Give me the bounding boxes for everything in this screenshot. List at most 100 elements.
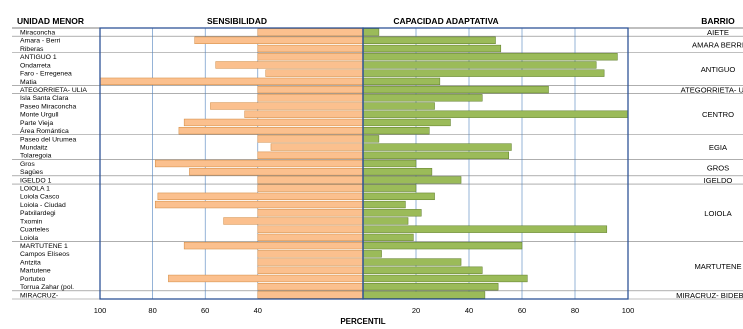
unit-label: Parte Vieja <box>20 120 53 127</box>
unit-label: Loiola - Ciudad <box>20 202 66 209</box>
unit-label: IGELDO 1 <box>20 177 52 184</box>
bar-capacidad <box>362 233 414 242</box>
bar-capacidad <box>362 94 483 102</box>
unit-label: MIRACRUZ- <box>20 292 58 299</box>
unit-label: Mundaitz <box>20 144 48 151</box>
x-axis-label: PERCENTIL <box>340 317 385 326</box>
bar-sensibilidad <box>257 135 364 143</box>
bar-sensibilidad <box>257 258 364 266</box>
unit-label: Matia <box>20 79 37 86</box>
bar-capacidad <box>362 102 435 110</box>
bar-capacidad <box>362 143 512 151</box>
unit-label: Monte Urgull <box>20 112 59 119</box>
unit-label: Campos Elíseos <box>20 251 70 258</box>
panel-capacidad <box>362 27 629 300</box>
bar-sensibilidad <box>257 94 364 102</box>
bar-capacidad <box>362 77 441 86</box>
bar-sensibilidad <box>257 44 364 53</box>
unit-label: Paseo Miraconcha <box>20 103 77 110</box>
bar-sensibilidad <box>257 209 364 217</box>
unit-label: Portutxo <box>20 276 46 283</box>
tick-left: 40 <box>254 306 262 315</box>
bar-capacidad <box>362 209 422 217</box>
barrio-label: CENTRO <box>702 110 734 119</box>
bar-sensibilidad <box>257 283 364 291</box>
bar-capacidad <box>362 200 406 209</box>
bar-sensibilidad <box>257 28 364 36</box>
unit-label: Isla Santa Clara <box>20 95 69 102</box>
tick-right: 20 <box>412 306 420 315</box>
bar-capacidad <box>362 176 462 184</box>
panel-frames <box>99 27 629 300</box>
bar-sensibilidad <box>257 53 364 61</box>
bar-capacidad <box>362 250 382 258</box>
tick-left: 60 <box>201 306 209 315</box>
bar-sensibilidad <box>194 36 364 44</box>
header-unidad-menor: UNIDAD MENOR <box>17 16 84 26</box>
unit-label: ATEGORRIETA- ULIA <box>20 87 87 94</box>
bar-capacidad <box>362 135 380 143</box>
bar-sensibilidad <box>257 184 364 192</box>
bar-sensibilidad <box>257 291 364 299</box>
barrio-labels: AIETE AMARA BERRI ANTIGUO ATEGORRIETA- ULIA… <box>676 28 743 300</box>
unit-label: Faro - Erregenea <box>20 71 72 78</box>
tick-left: 80 <box>148 306 156 315</box>
bar-capacidad <box>362 44 502 53</box>
tick-right: 100 <box>622 306 635 315</box>
header-barrio: BARRIO <box>701 16 735 26</box>
bar-sensibilidad <box>178 126 364 135</box>
unit-label: Amara - Berri <box>20 38 61 45</box>
unit-label: Txomin <box>20 218 43 225</box>
axis-ticks: 100 80 60 40 20 40 60 80 100 <box>94 306 635 315</box>
unit-label: Sagües <box>20 169 44 176</box>
bar-capacidad <box>362 274 528 283</box>
barrio-label: AIETE <box>707 28 729 37</box>
bar-sensibilidad <box>223 217 364 225</box>
unit-label: Ondarreta <box>20 62 51 69</box>
bar-capacidad <box>362 241 523 250</box>
bar-sensibilidad <box>257 266 364 274</box>
bar-sensibilidad <box>183 241 364 250</box>
unit-label: Antzita <box>20 259 41 266</box>
barrio-label: MARTUTENE <box>694 262 741 271</box>
bar-sensibilidad <box>244 110 364 118</box>
header-capacidad-adaptativa: CAPACIDAD ADAPTATIVA <box>393 16 498 26</box>
bar-sensibilidad <box>257 225 364 233</box>
unit-label: Área Romántica <box>20 126 69 135</box>
bar-capacidad <box>362 28 380 36</box>
bar-sensibilidad <box>189 168 364 176</box>
unit-label: MARTUTENE 1 <box>20 243 68 250</box>
unit-label: Patxilardegi <box>20 210 56 217</box>
barrio-label: LOIOLA <box>704 209 732 218</box>
bar-sensibilidad <box>157 192 364 201</box>
bar-capacidad <box>362 291 486 299</box>
bar-sensibilidad <box>154 200 364 209</box>
unit-label: LOIOLA 1 <box>20 186 50 193</box>
bar-capacidad <box>362 36 496 44</box>
barrio-label: ANTIGUO <box>701 65 736 74</box>
bar-sensibilidad <box>265 69 364 77</box>
bar-sensibilidad <box>257 250 364 258</box>
bar-sensibilidad <box>210 102 364 110</box>
unit-label: Miraconcha <box>20 30 55 37</box>
bar-sensibilidad <box>257 176 364 184</box>
bar-capacidad <box>362 217 409 225</box>
bar-capacidad <box>362 69 605 77</box>
tick-right: 80 <box>571 306 579 315</box>
tick-right: 40 <box>465 306 473 315</box>
unit-label: Tolaregoia <box>20 153 52 160</box>
bar-capacidad <box>362 258 462 266</box>
barrio-label: EGIA <box>709 143 728 152</box>
bar-sensibilidad <box>183 118 364 127</box>
bar-capacidad <box>362 184 417 192</box>
tick-left: 100 <box>94 306 107 315</box>
unit-label: Cuarteles <box>20 227 50 234</box>
bar-capacidad <box>362 168 433 176</box>
bar-capacidad <box>362 61 597 69</box>
bar-sensibilidad <box>270 143 364 151</box>
header-sensibilidad: SENSIBILIDAD <box>207 16 267 26</box>
tick-right: 60 <box>518 306 526 315</box>
unit-label: ANTIGUO 1 <box>20 54 57 61</box>
unit-label: Loiola <box>20 235 38 242</box>
